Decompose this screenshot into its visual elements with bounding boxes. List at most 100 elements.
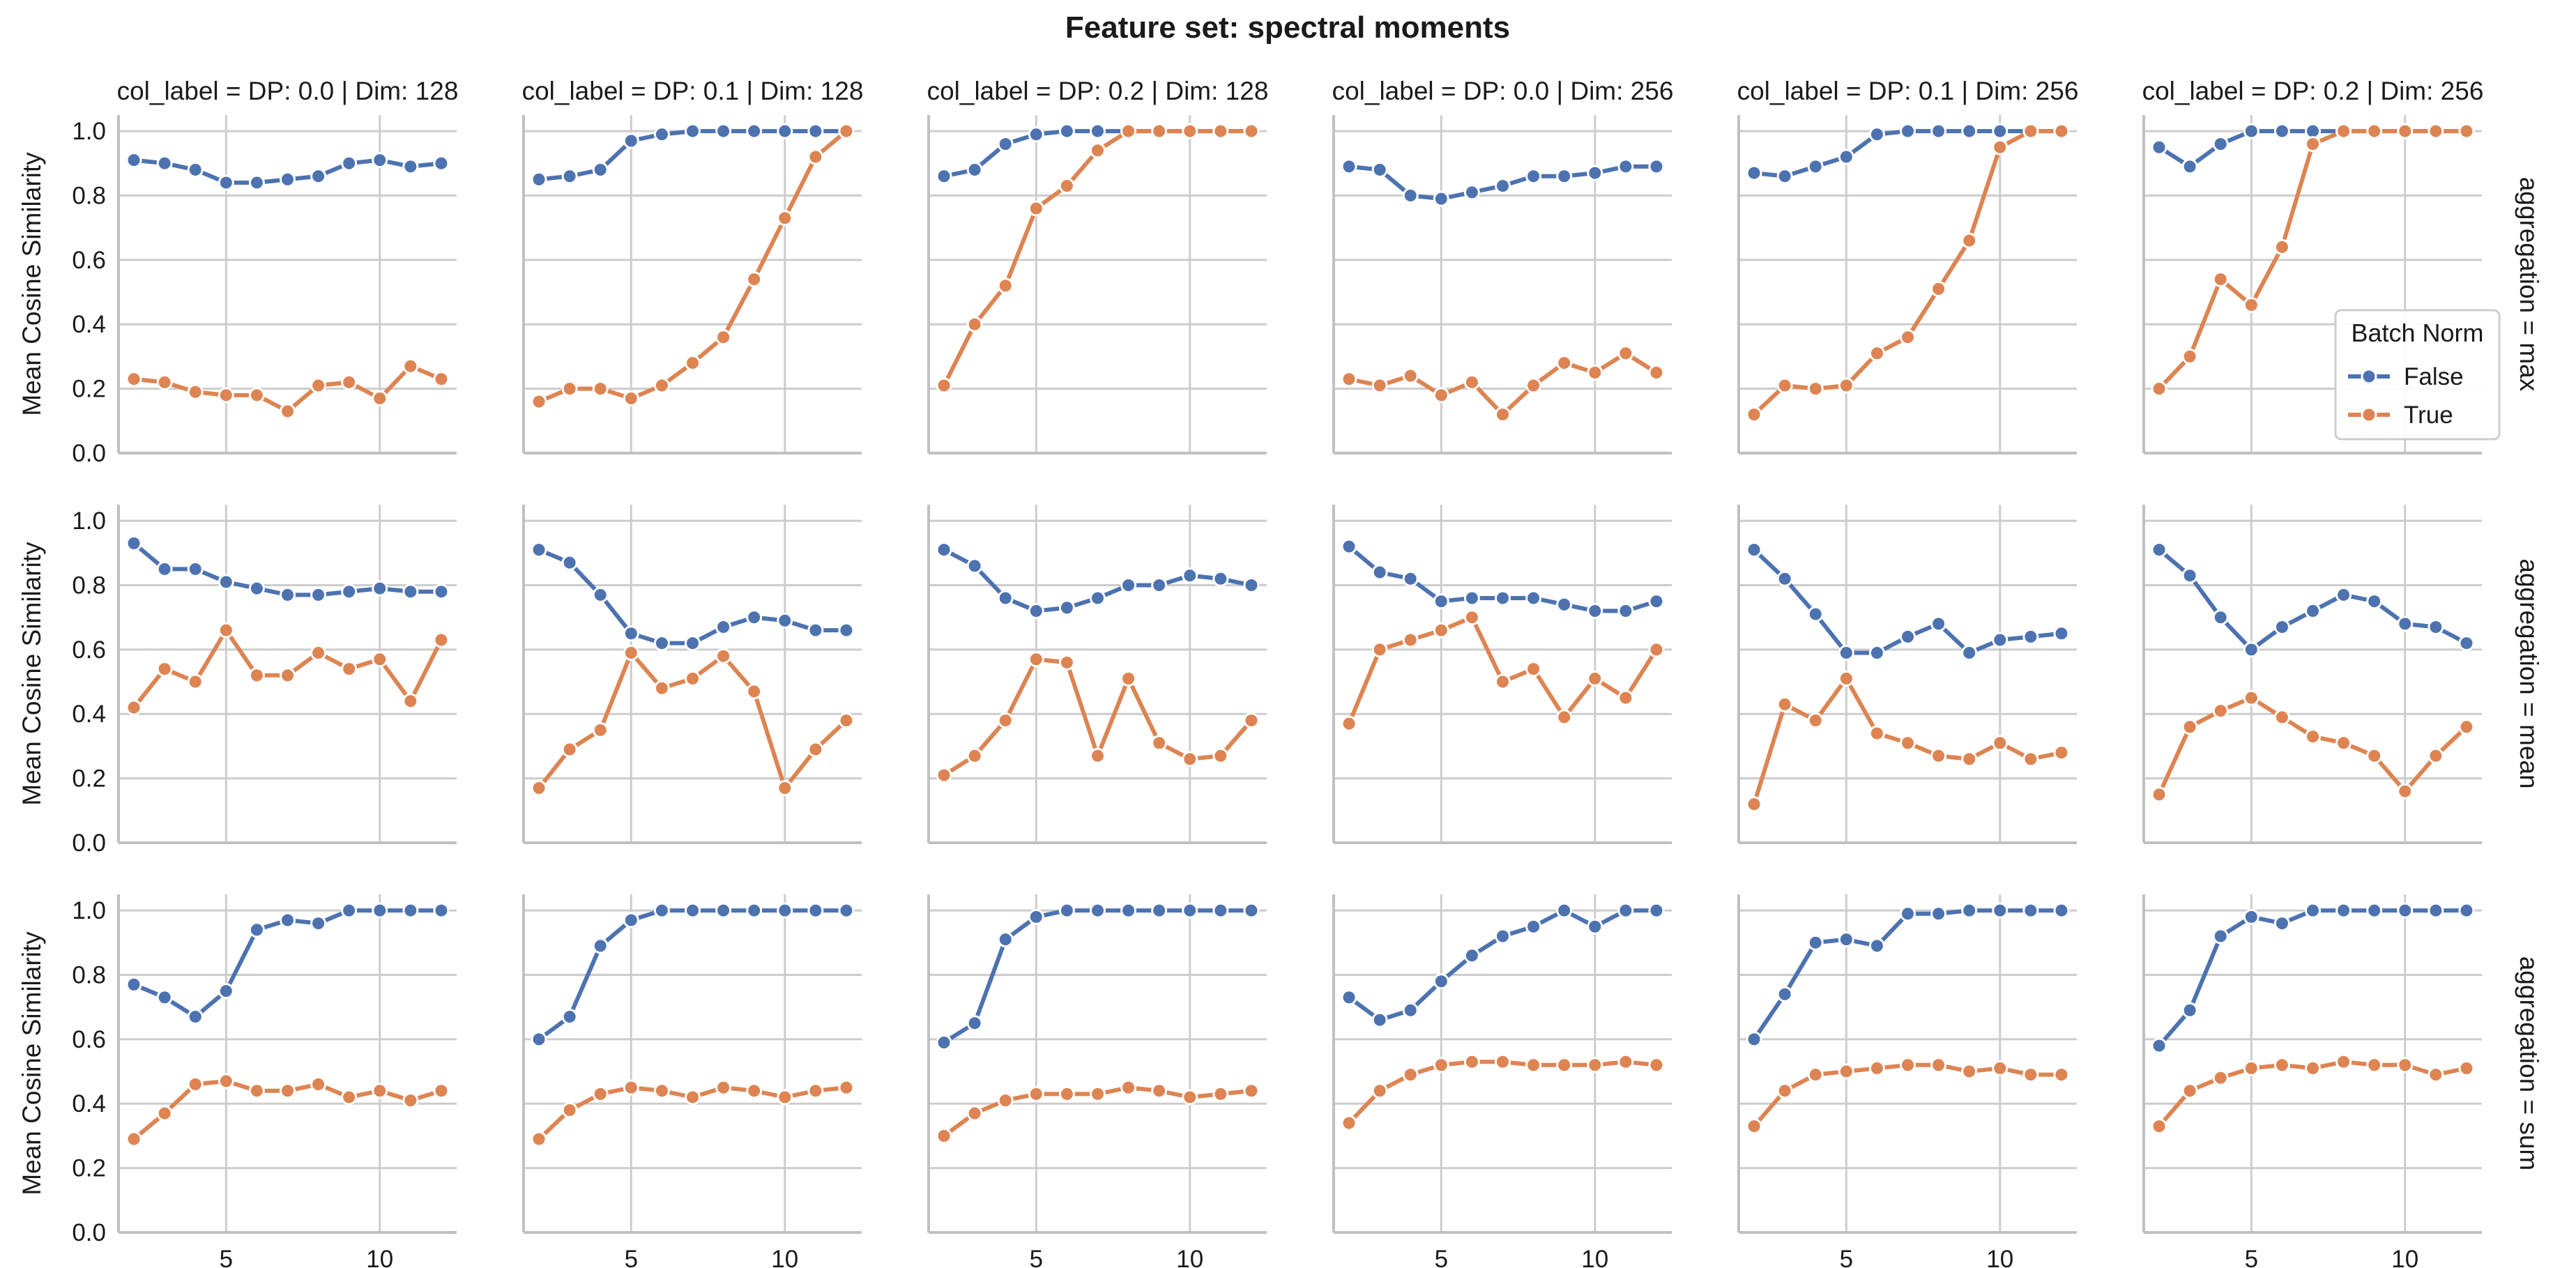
data-point-true: [1587, 1057, 1603, 1074]
data-point-false: [341, 902, 358, 919]
data-point-false: [2458, 902, 2475, 919]
data-point-false: [1495, 178, 1511, 194]
data-point-true: [372, 651, 388, 668]
y-tick-label: 0.4: [72, 311, 106, 338]
y-tick-label: 1.0: [72, 507, 106, 535]
series-line-true: [1752, 129, 2061, 416]
data-point-false: [125, 535, 142, 551]
data-point-false: [125, 152, 142, 169]
data-point-false: [2305, 902, 2321, 919]
data-point-true: [1495, 406, 1511, 423]
data-point-true: [1402, 632, 1419, 648]
data-point-false: [2366, 593, 2383, 610]
data-point-true: [280, 403, 296, 420]
data-point-false: [2053, 625, 2070, 642]
data-point-true: [2053, 123, 2070, 139]
data-point-false: [685, 635, 701, 652]
data-point-true: [2022, 751, 2039, 767]
data-point-false: [1212, 570, 1229, 587]
data-point-false: [1243, 576, 1260, 593]
data-point-true: [2335, 735, 2352, 751]
data-point-false: [1495, 928, 1511, 945]
data-point-true: [218, 622, 234, 639]
data-point-false: [1433, 593, 1449, 610]
data-point-true: [1961, 1063, 1978, 1080]
series-line-false: [1348, 908, 1656, 1023]
data-point-true: [531, 393, 547, 410]
data-point-true: [2273, 709, 2290, 726]
data-point-false: [623, 625, 639, 642]
data-point-false: [2151, 1037, 2167, 1054]
data-point-true: [2151, 381, 2167, 397]
data-point-true: [1341, 715, 1357, 732]
data-point-true: [746, 271, 763, 288]
data-point-true: [1648, 365, 1665, 381]
data-point-true: [2366, 123, 2383, 139]
data-point-true: [1243, 1083, 1260, 1099]
data-point-false: [1556, 902, 1573, 919]
x-tick-label: 5: [1840, 1246, 1853, 1268]
data-point-false: [592, 938, 609, 954]
data-point-false: [372, 902, 388, 919]
data-point-true: [807, 148, 824, 165]
data-point-true: [280, 1083, 296, 1099]
data-point-true: [1212, 747, 1229, 764]
column-title: col_label = DP: 0.1 | Dim: 256: [1737, 77, 2079, 105]
data-point-false: [1341, 158, 1357, 175]
data-point-true: [310, 377, 327, 394]
data-point-true: [1930, 747, 1947, 764]
y-tick-label: 1.0: [72, 897, 106, 924]
data-point-false: [2243, 123, 2259, 139]
data-point-false: [310, 168, 327, 185]
data-point-true: [1992, 1060, 2009, 1076]
data-point-true: [936, 377, 952, 394]
data-point-false: [1587, 602, 1603, 619]
data-point-false: [2428, 619, 2444, 636]
data-point-true: [1807, 712, 1824, 728]
data-point-true: [1930, 1057, 1947, 1074]
data-point-true: [746, 683, 763, 700]
y-tick-label: 0.0: [72, 830, 106, 857]
x-tick-label: 10: [366, 1246, 393, 1268]
data-point-true: [1556, 355, 1573, 372]
data-point-false: [402, 158, 419, 175]
data-point-true: [1151, 1083, 1168, 1099]
data-point-true: [1807, 381, 1824, 397]
data-point-true: [2458, 1060, 2475, 1076]
data-point-true: [187, 673, 204, 690]
data-point-true: [561, 1101, 578, 1118]
data-point-true: [1838, 1063, 1854, 1080]
data-point-true: [1776, 1083, 1793, 1099]
data-point-true: [1402, 1067, 1419, 1083]
data-point-false: [653, 126, 670, 143]
data-point-true: [561, 381, 578, 397]
data-point-true: [1120, 1079, 1137, 1096]
data-point-false: [592, 586, 609, 603]
data-point-false: [777, 902, 793, 919]
data-point-true: [1495, 673, 1511, 690]
y-tick-label: 0.8: [72, 572, 106, 599]
data-point-false: [1746, 165, 1762, 181]
data-point-true: [1992, 735, 2009, 751]
data-point-false: [1525, 590, 1542, 606]
x-tick-label: 5: [2245, 1246, 2258, 1268]
data-point-true: [1746, 406, 1762, 423]
data-point-false: [2335, 902, 2352, 919]
data-point-false: [187, 162, 204, 178]
data-point-false: [402, 902, 419, 919]
series-line-true: [1347, 615, 1659, 725]
data-point-true: [1182, 123, 1198, 139]
data-point-true: [1648, 641, 1665, 658]
data-point-true: [2273, 238, 2290, 255]
data-point-true: [402, 1092, 419, 1109]
data-point-false: [838, 622, 855, 639]
data-point-false: [1807, 158, 1824, 175]
data-point-false: [218, 574, 234, 590]
data-point-true: [966, 316, 983, 333]
data-point-false: [531, 171, 547, 188]
data-point-true: [2022, 1067, 2039, 1083]
data-point-false: [1212, 902, 1229, 919]
y-axis-label: Mean Cosine Similarity: [17, 931, 46, 1196]
data-point-false: [1900, 906, 1916, 922]
data-point-true: [2053, 744, 2070, 761]
